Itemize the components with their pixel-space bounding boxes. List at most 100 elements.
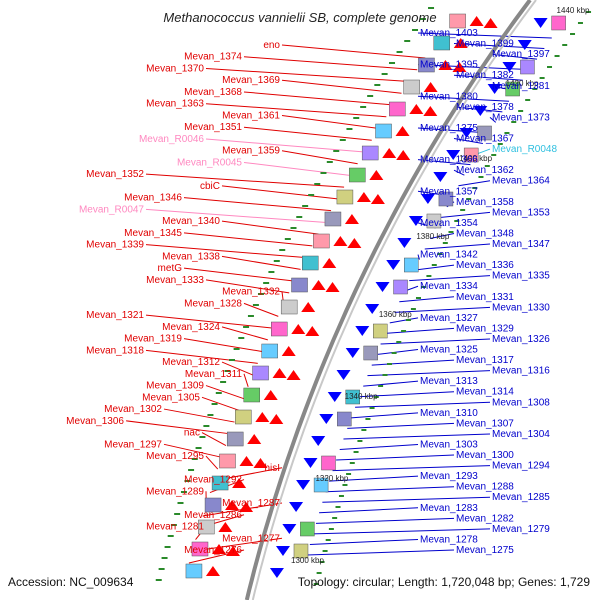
label-connector [394,306,491,313]
gene-label: Mevan_1295 [146,451,204,462]
label-connector [414,264,455,271]
reverse-gene-arrow [517,40,532,50]
gene-label: Mevan_1374 [184,52,242,63]
gene-label: Mevan_1359 [222,146,280,157]
forward-gene-arrow [423,82,438,92]
kbp-marker: 1320 kbp [315,474,348,483]
kbp-marker: 1300 kbp [291,556,324,565]
gene-label: Mevan_1297 [104,439,162,450]
label-connector [312,528,491,535]
feature-block [300,521,315,537]
kbp-marker: 1360 kbp [379,310,412,319]
gene-label: Mevan_1318 [86,345,144,356]
forward-gene-arrow [301,302,316,312]
feature-block [243,387,260,403]
gene-label: Mevan_1358 [456,197,514,208]
label-connector [417,32,552,39]
feature-block [185,563,203,579]
label-connector [221,220,319,235]
kbp-marker: 1440 kbp [557,6,590,15]
label-connector [205,67,410,82]
reverse-gene-arrow [375,282,390,292]
gene-label: Mevan_1346 [124,193,182,204]
label-connector [441,211,491,218]
feature-block [433,35,451,51]
forward-gene-arrow [438,60,453,70]
gene-label: Mevan_1286 [184,510,242,521]
label-connector [281,79,402,94]
label-connector [281,150,358,165]
reverse-gene-arrow [355,326,370,336]
label-connector [221,361,254,376]
gene-label: Mevan_1351 [184,122,242,133]
label-connector [205,455,219,470]
feature-block [505,81,520,97]
gene-label: Mevan_1354 [420,218,478,229]
reverse-gene-arrow [408,216,423,226]
label-connector [453,138,483,145]
gene-label: Mevan_1313 [420,376,478,387]
gene-label: Mevan_1326 [492,334,550,345]
gene-label: Mevan_1329 [456,323,514,334]
label-connector [453,43,545,50]
label-connector [183,197,332,212]
reverse-gene-arrow [533,18,548,28]
label-connector [221,185,338,200]
forward-gene-arrow [333,236,348,246]
feature-block [393,279,408,295]
forward-gene-arrow [369,170,384,180]
label-connector [205,385,244,400]
label-connector [243,302,279,317]
gene-label: Mevan_1308 [492,397,550,408]
label-connector [409,275,491,282]
label-connector [183,338,263,353]
gene-label: Mevan_1373 [492,112,550,123]
kbp-marker: 1420 kbp [506,79,539,88]
forward-gene-arrow [205,566,220,576]
gene-label: Mevan_1338 [162,251,220,262]
forward-gene-arrow [423,106,438,116]
reverse-gene-arrow [296,480,311,490]
gene-label: Mevan_1395 [420,60,478,71]
gene-label: Mevan_1279 [492,524,550,535]
label-connector [243,91,394,106]
label-connector [430,232,455,239]
label-connector [145,349,258,364]
gene-label: Mevan_1335 [492,271,550,282]
feature-block [375,123,392,139]
label-connector [221,326,268,341]
forward-gene-arrow [232,478,247,488]
forward-gene-arrow [370,194,385,204]
gene-label: Mevan_1397 [492,49,550,60]
gene-label: Mevan_1357 [420,186,478,197]
kbp-marker: 1400 kbp [459,154,492,163]
kbp-marker: 1380 kbp [416,232,449,241]
forward-gene-arrow [409,104,424,114]
reverse-gene-arrow [420,194,435,204]
label-connector [243,373,249,387]
gene-label: Mevan_1302 [104,404,162,415]
label-connector [201,396,240,411]
forward-gene-arrow [452,62,467,72]
gene-label: eno [263,40,280,51]
gene-label: nac [184,428,200,439]
forward-gene-arrow [344,214,359,224]
label-connector [339,443,419,450]
gene-label: Mevan_1370 [146,63,204,74]
feature-block [463,147,479,163]
feature-block [418,57,435,73]
feature-block [345,389,360,405]
feature-block [324,211,342,227]
feature-block [403,79,420,95]
forward-gene-arrow [263,390,278,400]
feature-block [337,411,352,427]
gene-label: Mevan_1283 [420,503,478,514]
reverse-gene-arrow [473,106,488,116]
label-connector [205,279,290,294]
gene-label: Mevan_1361 [222,110,280,121]
reverse-gene-arrow [433,172,448,182]
label-connector [347,422,455,429]
label-connector [351,412,419,419]
gene-label: Mevan_R0045 [177,157,242,168]
